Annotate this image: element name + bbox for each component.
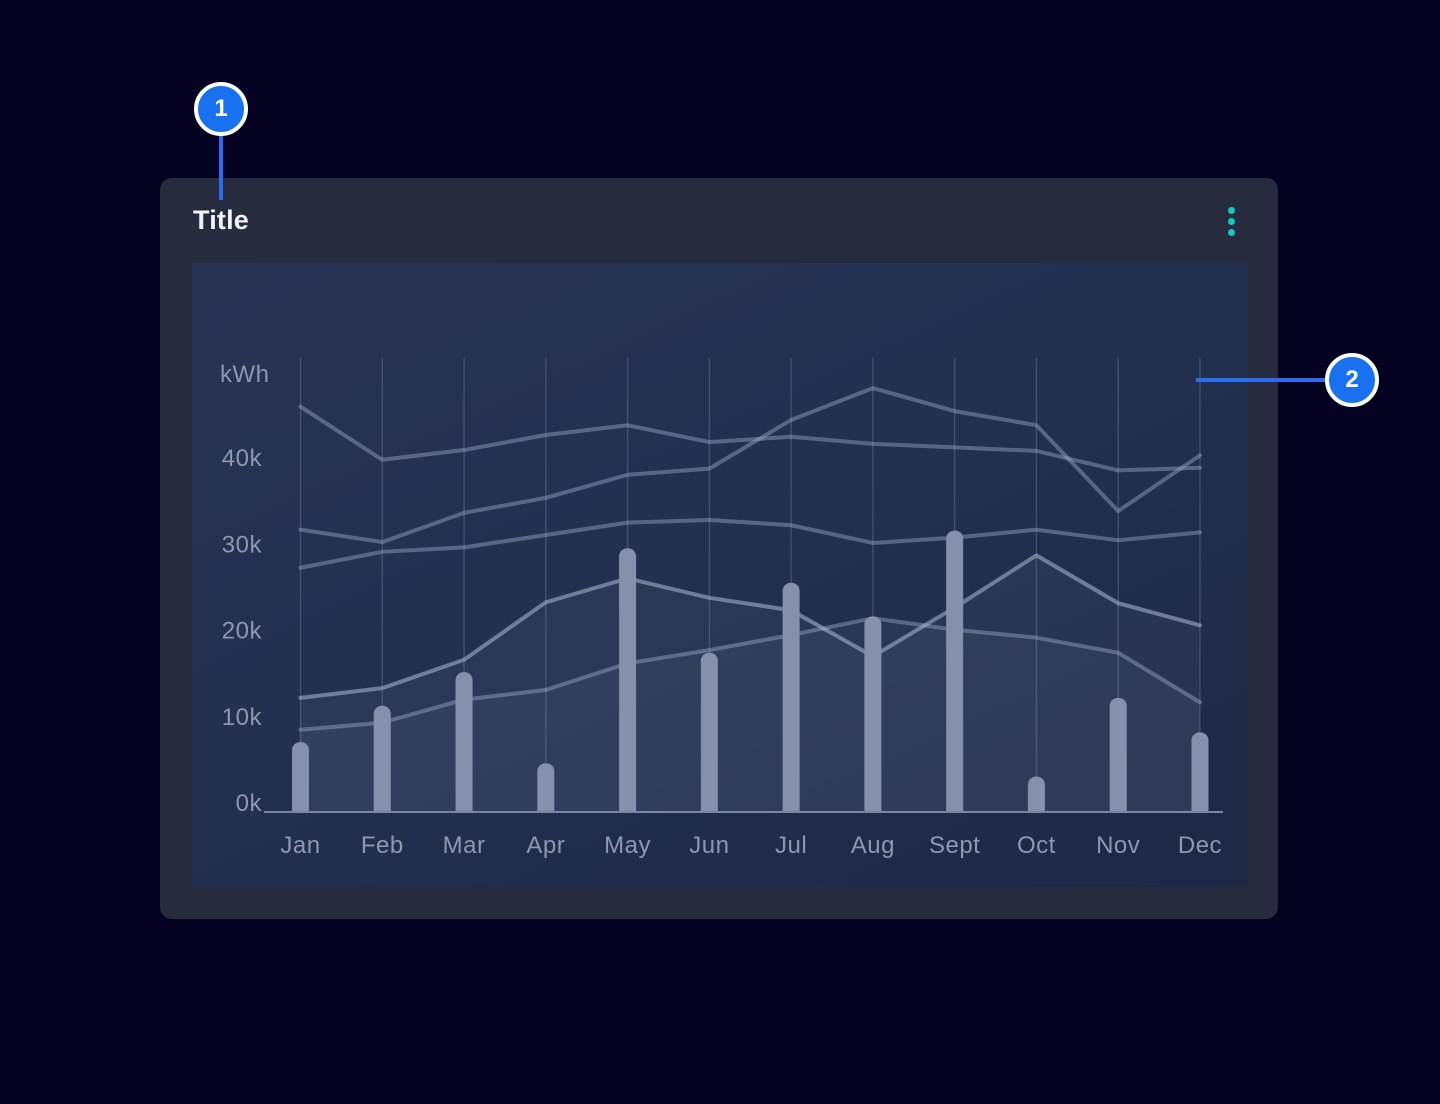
chart-bars xyxy=(292,530,1209,812)
x-tick-label: Jan xyxy=(280,832,320,859)
y-tick-label: 30k xyxy=(222,531,263,558)
x-tick-label: Feb xyxy=(361,832,404,859)
x-tick-label: Jun xyxy=(689,832,729,859)
area-line-4 xyxy=(300,555,1200,812)
chart-line-5 xyxy=(298,616,1202,732)
x-tick-label: Jul xyxy=(775,832,807,859)
card-title: Title xyxy=(193,205,250,235)
x-tick-label: Sept xyxy=(929,832,980,859)
chart-plot-area: 0k 10k 20k 30k 40k kWh Jan Feb Mar Apr May Jun Jul Au… xyxy=(192,263,1248,887)
x-tick-label: May xyxy=(604,832,651,859)
kebab-menu-icon[interactable] xyxy=(1214,202,1248,240)
y-tick-label: 0k xyxy=(236,790,263,817)
callout-2-badge[interactable]: 2 xyxy=(1325,353,1379,407)
energy-consumption-chart: 0k 10k 20k 30k 40k kWh Jan Feb Mar Apr May Jun Jul Au… xyxy=(220,358,1223,859)
callout-1-number: 1 xyxy=(214,95,228,122)
x-tick-label: Dec xyxy=(1178,832,1222,859)
chart-line-4 xyxy=(298,553,1202,700)
callout-1-connector-line xyxy=(219,134,223,200)
bar-Apr xyxy=(537,763,555,812)
chart-card: Title 0k 10k 20k 30k 40k kWh Jan Feb Mar Apr May Ju… xyxy=(160,178,1278,919)
x-tick-label: Oct xyxy=(1017,832,1056,859)
y-tick-label: 40k xyxy=(222,445,263,472)
y-tick-label: 20k xyxy=(222,618,263,645)
bar-Oct xyxy=(1027,776,1045,812)
callout-2-connector-line xyxy=(1196,378,1326,382)
x-tick-label: Mar xyxy=(443,832,486,859)
bar-Nov xyxy=(1109,697,1127,812)
bar-Jul xyxy=(782,582,800,812)
chart-area-fills xyxy=(300,555,1200,812)
kebab-dot xyxy=(1227,206,1235,214)
callout-2-number: 2 xyxy=(1345,366,1359,393)
bar-Dec xyxy=(1191,732,1209,812)
x-tick-label: Aug xyxy=(851,832,895,859)
x-tick-label: Apr xyxy=(526,832,565,859)
bar-Sept xyxy=(946,530,964,812)
y-axis-unit-label: kWh xyxy=(220,361,270,388)
bar-Mar xyxy=(455,672,473,812)
x-axis-labels: Jan Feb Mar Apr May Jun Jul Aug Sept Oct Nov Dec xyxy=(280,832,1222,859)
x-tick-label: Nov xyxy=(1096,832,1140,859)
y-tick-label: 10k xyxy=(222,704,263,731)
bar-Jan xyxy=(292,742,309,812)
y-axis-labels: 0k 10k 20k 30k 40k xyxy=(222,445,263,817)
chart-line-3 xyxy=(298,517,1202,570)
kebab-dot xyxy=(1227,217,1235,225)
chart-line-1 xyxy=(298,404,1202,473)
bar-Feb xyxy=(373,705,391,812)
chart-line-2 xyxy=(298,386,1202,545)
bar-Aug xyxy=(864,616,882,812)
bar-Jun xyxy=(700,652,718,812)
area-line-5 xyxy=(300,618,1200,812)
callout-1-badge[interactable]: 1 xyxy=(194,82,248,136)
bar-May xyxy=(619,548,637,812)
kebab-dot xyxy=(1227,228,1235,236)
